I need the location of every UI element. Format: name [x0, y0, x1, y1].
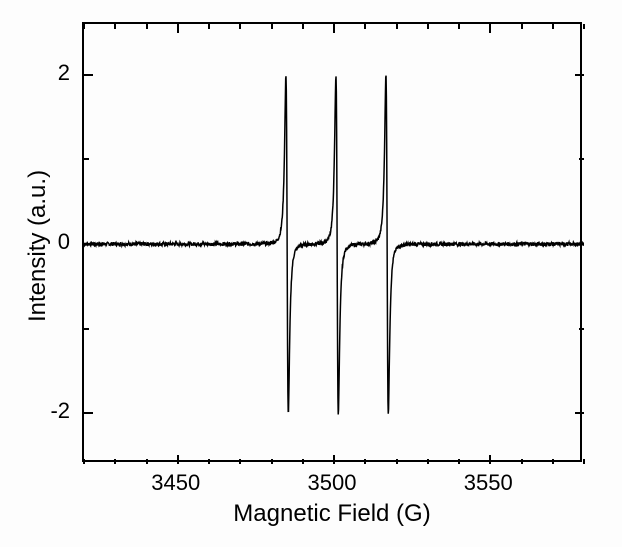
- tick: [271, 24, 273, 29]
- tick: [84, 74, 93, 76]
- tick-label: 2: [58, 60, 70, 86]
- tick: [239, 459, 241, 464]
- chart-container: Magnetic Field (G) Intensity (a.u.) 3450…: [0, 0, 622, 547]
- tick: [575, 74, 584, 76]
- tick: [396, 459, 398, 464]
- tick: [302, 24, 304, 29]
- tick: [84, 243, 93, 245]
- tick: [552, 459, 554, 464]
- tick: [396, 24, 398, 29]
- tick: [114, 459, 116, 464]
- tick: [521, 24, 523, 29]
- tick-label: 3500: [308, 470, 357, 496]
- tick: [177, 24, 179, 33]
- tick: [489, 24, 491, 33]
- tick: [208, 24, 210, 29]
- tick: [208, 459, 210, 464]
- tick: [521, 459, 523, 464]
- tick: [427, 24, 429, 29]
- tick: [458, 459, 460, 464]
- tick: [458, 24, 460, 29]
- tick: [83, 459, 85, 464]
- tick: [579, 158, 584, 160]
- tick: [552, 24, 554, 29]
- tick: [583, 24, 585, 29]
- tick: [114, 24, 116, 29]
- tick-label: 3550: [464, 470, 513, 496]
- tick-label: -2: [50, 398, 70, 424]
- tick: [84, 328, 89, 330]
- tick-label: 3450: [151, 470, 200, 496]
- tick: [271, 459, 273, 464]
- tick: [364, 459, 366, 464]
- tick: [575, 412, 584, 414]
- tick: [427, 459, 429, 464]
- x-axis-label: Magnetic Field (G): [233, 500, 430, 528]
- tick: [239, 24, 241, 29]
- tick: [583, 459, 585, 464]
- tick: [364, 24, 366, 29]
- tick: [84, 158, 89, 160]
- y-axis-label: Intensity (a.u.): [24, 170, 52, 322]
- tick: [302, 459, 304, 464]
- tick: [177, 455, 179, 464]
- tick: [579, 328, 584, 330]
- plot-area: [82, 22, 582, 462]
- tick: [146, 24, 148, 29]
- tick: [83, 24, 85, 29]
- tick: [333, 455, 335, 464]
- tick: [575, 243, 584, 245]
- tick: [146, 459, 148, 464]
- tick-label: 0: [58, 229, 70, 255]
- tick: [489, 455, 491, 464]
- tick: [84, 412, 93, 414]
- spectrum-line: [84, 24, 584, 464]
- tick: [333, 24, 335, 33]
